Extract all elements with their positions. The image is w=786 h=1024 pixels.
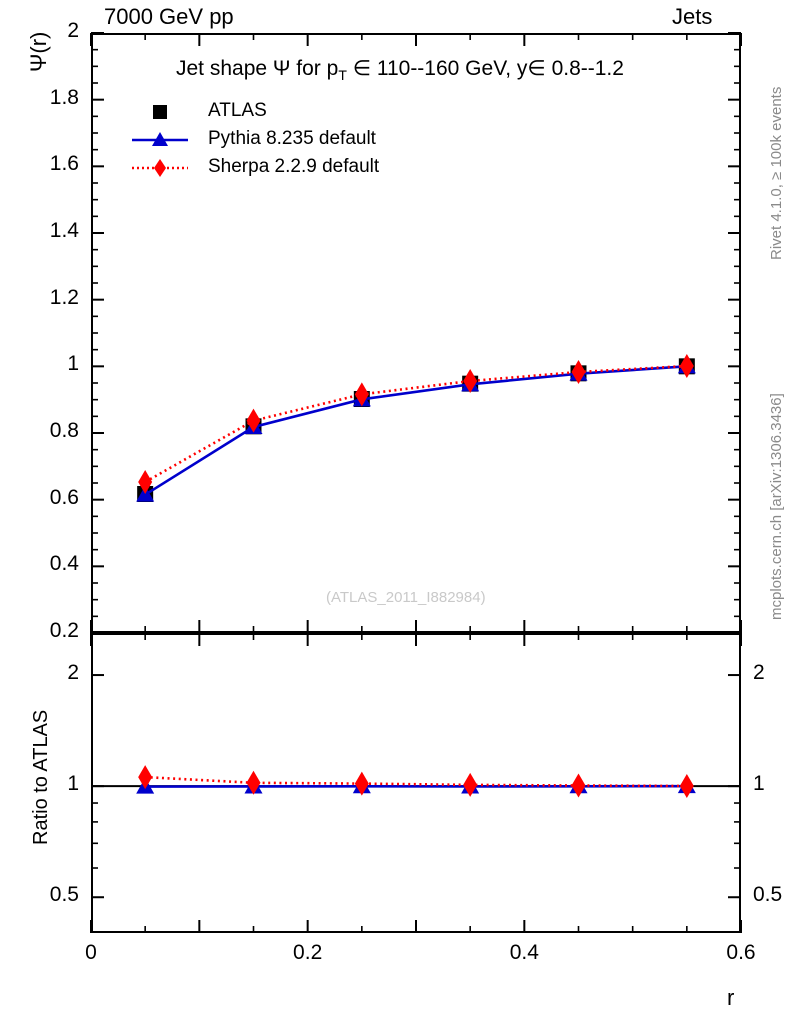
plot-title-main: Jet shape Ψ for p <box>176 57 339 80</box>
header-right-label: Jets <box>672 4 713 29</box>
yaxis-tick-label: 0.4 <box>49 552 79 576</box>
xaxis-tick-label: 0.4 <box>509 941 539 964</box>
data-point-diamond <box>679 354 694 378</box>
plot-title-subscript: T <box>338 67 347 84</box>
legend-label: ATLAS <box>208 100 267 121</box>
ratio-point-diamond <box>463 772 478 797</box>
yaxis-tick-label: 1 <box>67 352 79 376</box>
data-point-diamond <box>463 369 478 393</box>
ratio-point-diamond <box>679 773 694 798</box>
yaxis-tick-label: 1.8 <box>49 85 79 109</box>
yaxis-tick-label: 0.2 <box>49 619 79 642</box>
ratio-yaxis-tick-label: 1 <box>67 772 79 796</box>
data-line-diamond <box>144 364 687 484</box>
legend-label: Pythia 8.235 default <box>208 128 376 149</box>
yaxis-tick-label: 0.8 <box>49 419 79 442</box>
xaxis-title: r <box>727 985 735 1010</box>
plot-title-rest: ∈ 110--160 GeV, y∈ 0.8--1.2 <box>346 57 624 80</box>
yaxis-tick-label: 2 <box>67 19 79 42</box>
ratio-point-diamond <box>571 773 586 798</box>
data-point-diamond <box>246 408 261 433</box>
header-left-label: 7000 GeV pp <box>104 4 234 29</box>
data-point-diamond <box>138 470 153 494</box>
yaxis-tick-label: 1.2 <box>49 285 79 309</box>
analysis-id-watermark: (ATLAS_2011_I882984) <box>326 589 486 606</box>
yaxis-tick-label: 0.6 <box>49 485 79 509</box>
yaxis-tick-label: 1.4 <box>49 219 79 242</box>
data-point-diamond <box>354 382 369 407</box>
ratio-point-diamond <box>246 770 261 795</box>
ratio-yaxis-tick-label-right: 1 <box>753 772 765 796</box>
ratio-yaxis-tick-label: 0.5 <box>49 883 79 907</box>
yaxis-tick-label: 1.6 <box>49 152 79 176</box>
xaxis-tick-label: 0 <box>85 941 97 964</box>
ratio-yaxis-tick-label: 2 <box>67 661 79 685</box>
ratio-line-diamond <box>145 775 687 788</box>
xaxis-tick-label: 0.2 <box>293 941 323 964</box>
ratio-yaxis-tick-label-right: 2 <box>753 661 765 685</box>
ratio-yaxis-tick-label-right: 0.5 <box>753 883 783 907</box>
ratio-point-diamond <box>354 771 369 796</box>
ratio-point-diamond <box>138 765 153 790</box>
xaxis-tick-label: 0.6 <box>726 941 756 964</box>
data-point-diamond <box>571 360 586 384</box>
plot-title: Jet shape Ψ for pT ∈ 110--160 GeV, y∈ 0.… <box>176 56 624 83</box>
legend-label: Sherpa 2.2.9 default <box>208 156 380 177</box>
data-line-triangle <box>144 365 687 496</box>
